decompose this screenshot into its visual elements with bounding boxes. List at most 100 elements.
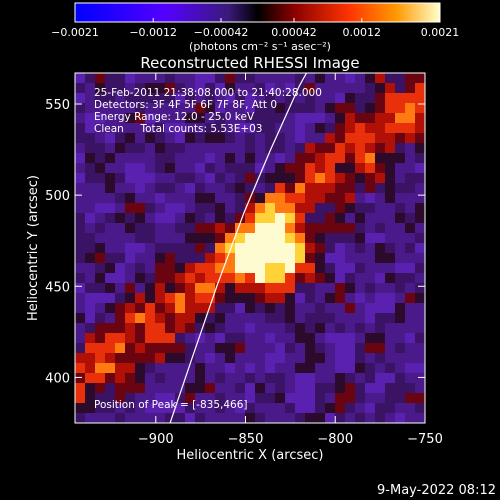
heatmap-cell [125, 243, 136, 254]
heatmap-cell [185, 303, 196, 314]
heatmap-cell [285, 303, 296, 314]
heatmap-cell [205, 353, 216, 364]
heatmap-cell [355, 333, 366, 344]
heatmap-cell [215, 343, 226, 354]
heatmap-cell [195, 283, 206, 294]
heatmap-cell [245, 353, 256, 364]
x-axis: −900 −850 −800 −750 [138, 73, 443, 447]
heatmap-cell [415, 243, 425, 254]
heatmap-cell [165, 153, 176, 164]
heatmap-cell [175, 93, 186, 104]
heatmap-cell [105, 173, 116, 184]
heatmap-cell [105, 413, 116, 423]
heatmap-cell [155, 193, 166, 204]
heatmap-cell [215, 83, 226, 94]
heatmap-cell [205, 143, 216, 154]
heatmap-cell [415, 213, 425, 224]
heatmap-cell [175, 343, 186, 354]
heatmap-cell [175, 303, 186, 314]
heatmap-cell [125, 153, 136, 164]
heatmap-cell [115, 153, 126, 164]
heatmap-cell [155, 413, 166, 423]
heatmap-cell [265, 363, 276, 374]
x-tick-label: −850 [228, 432, 264, 447]
heatmap-cell [375, 263, 386, 274]
heatmap-cell [95, 273, 106, 284]
heatmap-cell [115, 183, 126, 194]
heatmap-cell [255, 263, 266, 274]
heatmap-cell [205, 323, 216, 334]
heatmap-cell [105, 353, 116, 364]
heatmap-cell [235, 113, 246, 124]
heatmap-cell [225, 383, 236, 394]
heatmap-cell [175, 73, 186, 84]
heatmap-cell [245, 253, 256, 264]
x-tick-label: −900 [138, 432, 174, 447]
heatmap-cell [405, 373, 416, 384]
heatmap-cell [395, 143, 406, 154]
heatmap-cell [105, 213, 116, 224]
heatmap-cell [115, 93, 126, 104]
heatmap-cell [215, 223, 226, 234]
heatmap-cell [185, 133, 196, 144]
heatmap-cell [265, 173, 276, 184]
heatmap-cell [335, 73, 346, 84]
heatmap-cell [365, 163, 376, 174]
heatmap-cell [155, 163, 166, 174]
heatmap-cell [165, 273, 176, 284]
heatmap-cell [325, 193, 336, 204]
heatmap-cell [115, 413, 126, 423]
heatmap-cell [75, 333, 86, 344]
heatmap-cell [95, 403, 106, 414]
heatmap-cell [295, 153, 306, 164]
heatmap-cell [305, 133, 316, 144]
heatmap-cell [375, 223, 386, 234]
heatmap-cell [105, 83, 116, 94]
heatmap-cell [415, 283, 425, 294]
heatmap-cell [235, 173, 246, 184]
heatmap-cell [125, 163, 136, 174]
heatmap-cell [145, 103, 156, 114]
heatmap-cell [265, 393, 276, 404]
heatmap-cell [135, 163, 146, 174]
heatmap-cell [75, 263, 86, 274]
heatmap-cell [345, 253, 356, 264]
heatmap-cell [305, 333, 316, 344]
heatmap-cell [265, 203, 276, 214]
heatmap-cell [355, 413, 366, 423]
heatmap-cell [145, 173, 156, 184]
heatmap-cell [395, 103, 406, 114]
heatmap-cell [125, 293, 136, 304]
heatmap-cell [195, 333, 206, 344]
heatmap-cell [85, 163, 96, 174]
heatmap-cell [365, 223, 376, 234]
heatmap-cell [105, 363, 116, 374]
heatmap-cell [365, 353, 376, 364]
heatmap-cell [285, 323, 296, 334]
heatmap-cell [75, 303, 86, 314]
heatmap-cell [205, 173, 216, 184]
heatmap-cell [365, 213, 376, 224]
heatmap-cell [405, 203, 416, 214]
heatmap-cell [305, 153, 316, 164]
heatmap-cell [335, 383, 346, 394]
heatmap-cell [385, 393, 396, 404]
heatmap-cell [405, 353, 416, 364]
heatmap-cell [75, 213, 86, 224]
heatmap-cell [205, 203, 216, 214]
heatmap-cell [85, 393, 96, 404]
heatmap-cell [185, 363, 196, 374]
heatmap-cell [85, 353, 96, 364]
heatmap-cell [255, 213, 266, 224]
heatmap-cell [335, 413, 346, 423]
heatmap-cell [225, 303, 236, 314]
heatmap-cell [95, 103, 106, 114]
heatmap-cell [255, 73, 266, 84]
heatmap-cell [245, 113, 256, 124]
heatmap-cell [415, 73, 425, 84]
heatmap-cell [275, 303, 286, 314]
heatmap-cell [285, 363, 296, 374]
heatmap-cell [185, 373, 196, 384]
heatmap-cell [155, 123, 166, 134]
heatmap-cell [315, 213, 326, 224]
